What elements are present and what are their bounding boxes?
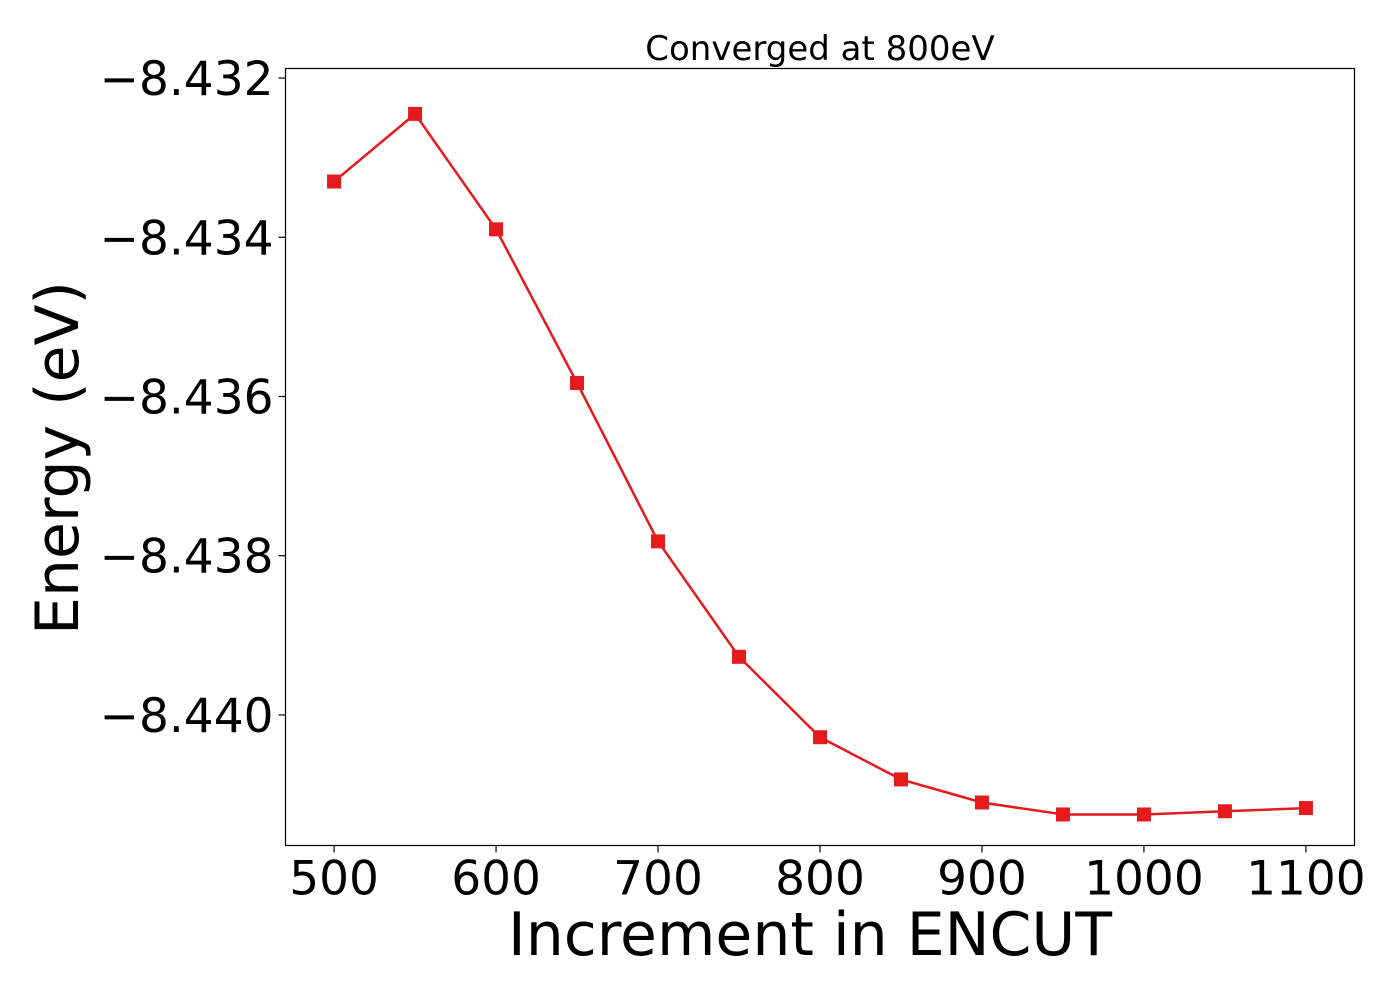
data-point-marker (327, 174, 342, 189)
plot-frame (284, 67, 1356, 847)
y-axis-label: Energy (eV) (23, 281, 93, 635)
data-point-marker (570, 375, 585, 390)
y-tick-label: −8.432 (100, 52, 274, 107)
x-axis-ticks: 500 600 700 800 900 1000 1100 (289, 845, 1366, 907)
data-point-marker (974, 795, 989, 810)
data-point-marker (1217, 804, 1232, 819)
plot-area (327, 106, 1313, 822)
data-point-marker (489, 222, 504, 237)
y-tick-label: −8.436 (100, 370, 274, 425)
y-tick-label: −8.434 (100, 211, 274, 266)
series-line (333, 112, 1306, 816)
data-point-marker (732, 649, 747, 664)
data-point-marker (1298, 801, 1313, 816)
x-tick-label: 700 (613, 852, 703, 907)
y-axis-ticks: −8.432 −8.434 −8.436 −8.438 −8.440 (100, 52, 286, 744)
x-tick-label: 800 (775, 852, 865, 907)
x-tick-label: 1100 (1246, 852, 1366, 907)
x-tick-label: 900 (937, 852, 1027, 907)
data-point-marker (893, 772, 908, 787)
x-tick-label: 1000 (1084, 852, 1204, 907)
data-point-marker (1055, 807, 1070, 822)
data-point-marker (651, 534, 666, 549)
data-point-marker (813, 730, 827, 745)
y-tick-label: −8.438 (100, 530, 274, 585)
x-tick-label: 500 (289, 852, 379, 907)
data-point-marker (1136, 807, 1151, 822)
y-tick-label: −8.440 (100, 689, 274, 744)
data-point-marker (408, 106, 423, 121)
x-axis-label: Increment in ENCUT (508, 900, 1112, 970)
x-tick-label: 600 (451, 852, 541, 907)
chart-title: Converged at 800eV (645, 29, 994, 69)
